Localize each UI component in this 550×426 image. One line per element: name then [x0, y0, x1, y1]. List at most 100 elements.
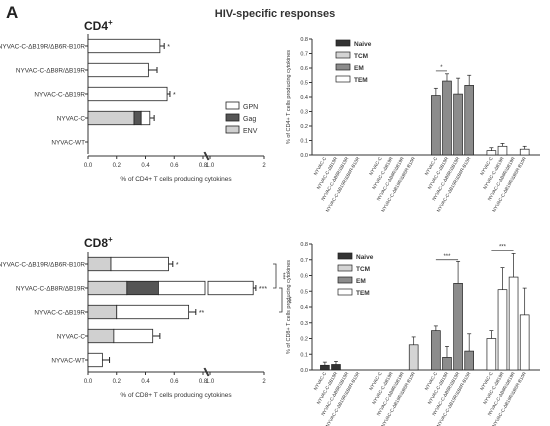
bar-gpn — [87, 62, 149, 78]
cd4-subset-chart: 0.0 0.1 0.2 0.3 0.4 0.5 0.6 0.7 0.8 % of CD4+ T c… — [286, 37, 540, 213]
cd8-total-chart: 0.0 0.2 0.4 0.6 0.81.0 2 % of CD8+ T cells pro… — [0, 252, 291, 399]
bar-gag — [126, 280, 159, 296]
legend-swatch — [225, 113, 240, 122]
category-label: NYVAC-C-ΔB19R/ΔB6R-B10R — [0, 44, 85, 51]
figure-title: HIV-specific responses — [215, 8, 335, 20]
category-label: NYVAC-WT — [51, 358, 85, 365]
significance-mark: * — [167, 44, 170, 51]
significance-label: *** — [499, 244, 507, 250]
x-tick-label: 0.0 — [84, 163, 93, 169]
significance-label: *** — [279, 272, 285, 280]
y-tick-label: 0.3 — [300, 110, 308, 116]
legend-label: TEM — [356, 290, 370, 297]
bar-env — [87, 110, 135, 126]
bar-env — [87, 304, 118, 320]
category-label: NYVAC-C-ΔB19R — [34, 92, 85, 99]
significance-bracket — [279, 287, 283, 313]
y-tick-label: 0.7 — [300, 258, 308, 264]
subset-legend: Naive TCM EM TEM — [335, 39, 372, 84]
x-tick-label: 0.4 — [141, 379, 150, 385]
significance-label: *** — [443, 254, 451, 260]
x-tick-label: 0.8 — [199, 163, 208, 169]
bar-tem — [486, 338, 497, 371]
category-label: NYVAC-C-ΔB8R/ΔB19R — [16, 286, 86, 293]
y-tick-label: 0.0 — [300, 153, 308, 159]
legend-label: EM — [356, 278, 366, 285]
cd4-total-chart: 0.0 0.2 0.4 0.6 0.81.0 2 % of CD4+ T cells pro… — [0, 34, 266, 183]
y-axis-label: % of CD4+ T cells producing cytokines — [286, 50, 292, 144]
legend-label: Naive — [354, 41, 372, 48]
legend-label: TCM — [356, 266, 370, 273]
x-axis-label: % of CD4+ T cells producing cytokines — [120, 176, 232, 183]
bar-gpn — [110, 256, 169, 272]
bar-em — [442, 357, 452, 371]
bar-em — [453, 93, 463, 156]
bar-tem — [519, 314, 530, 371]
y-tick-label: 0.6 — [300, 274, 308, 280]
bar-tem — [486, 150, 497, 156]
significance-bracket — [273, 263, 277, 289]
y-tick-label: 0.2 — [300, 337, 308, 343]
cd8-heading: CD8+ — [84, 235, 113, 250]
bar-em — [442, 80, 452, 156]
bar-tem — [497, 145, 508, 156]
bar-naive — [320, 364, 330, 371]
y-tick-label: 0.4 — [300, 305, 308, 311]
y-tick-label: 0.5 — [300, 289, 308, 295]
y-tick-label: 0.7 — [300, 52, 308, 58]
panel-letter: A — [6, 3, 18, 22]
bar-gpn — [113, 328, 154, 344]
bar-em — [431, 330, 441, 371]
legend-label: GPN — [243, 104, 258, 111]
bar-gpn — [87, 352, 103, 368]
legend-swatch — [335, 39, 351, 47]
y-tick-label: 0.3 — [300, 321, 308, 327]
bar-env — [87, 256, 112, 272]
axis-break-mark — [203, 151, 209, 161]
legend-label: TEM — [354, 77, 368, 84]
y-tick-label: 0.5 — [300, 81, 308, 87]
category-label: NYVAC-C-ΔB19R — [34, 310, 85, 317]
y-tick-label: 0.4 — [300, 95, 308, 101]
x-tick-label: 0.2 — [113, 163, 122, 169]
legend-label: Naive — [356, 254, 374, 261]
bar-tcm — [408, 344, 419, 371]
significance-mark: * — [173, 92, 176, 99]
significance-label: * — [440, 65, 443, 71]
bar-gag — [133, 110, 142, 126]
legend-swatch — [337, 276, 353, 284]
x-tick-label: 2 — [262, 379, 266, 385]
category-label: NYVAC-C-ΔB8R/ΔB19R — [16, 68, 86, 75]
legend-label: EM — [354, 65, 364, 72]
y-tick-label: 0.0 — [300, 368, 308, 374]
y-tick-label: 0.8 — [300, 242, 308, 248]
significance-label: *** — [285, 296, 291, 304]
cd8-subset-chart: 0.0 0.1 0.2 0.3 0.4 0.5 0.6 0.7 0.8 % of CD8+ T c… — [286, 242, 540, 426]
bar-gpn — [207, 280, 254, 296]
x-tick-label: 1.0 — [206, 163, 215, 169]
axis-break-mark — [203, 367, 209, 377]
y-tick-label: 0.1 — [300, 352, 308, 358]
category-label: NYVAC-C-ΔB19R/ΔB6R-B10R — [0, 262, 85, 269]
axis-break-mark — [204, 151, 210, 161]
x-tick-label: 2 — [262, 163, 266, 169]
bar-gpn — [158, 280, 206, 296]
x-tick-label: 0.2 — [113, 379, 122, 385]
bar-env — [87, 280, 128, 296]
significance-mark: *** — [259, 286, 267, 293]
legend-swatch — [335, 75, 351, 83]
significance-mark: * — [176, 262, 179, 269]
legend-swatch — [225, 101, 240, 110]
x-tick-label: 0.6 — [170, 379, 179, 385]
legend-swatch — [225, 125, 240, 134]
legend-swatch — [337, 288, 353, 296]
bar-tem — [508, 276, 519, 371]
bar-gpn — [140, 110, 151, 126]
y-tick-label: 0.1 — [300, 139, 308, 145]
legend-swatch — [337, 252, 353, 260]
subset-legend: Naive TCM EM TEM — [337, 252, 374, 297]
category-label: NYVAC-WT — [51, 140, 85, 147]
x-tick-label: 0.6 — [170, 163, 179, 169]
category-label: NYVAC-C — [57, 116, 86, 123]
